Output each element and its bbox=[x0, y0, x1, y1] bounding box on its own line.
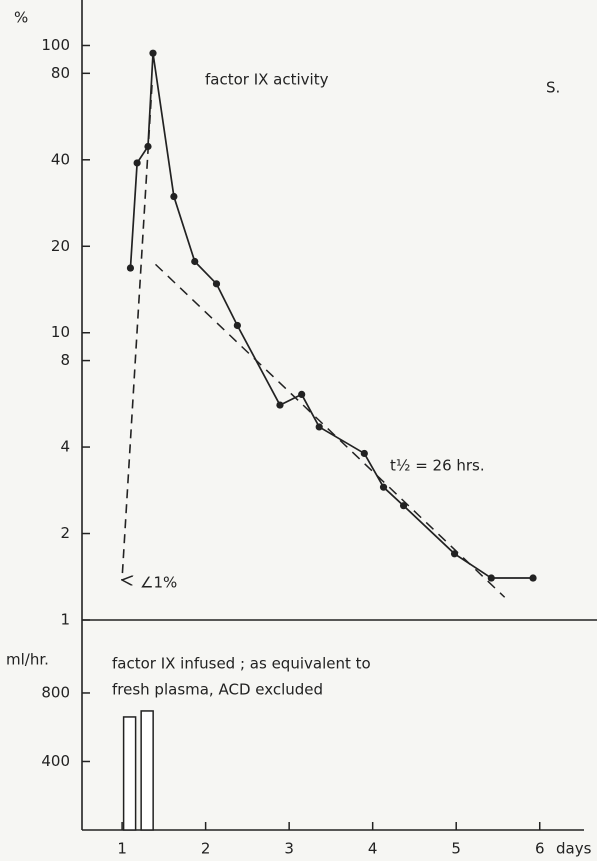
chart-title: factor IX activity bbox=[205, 71, 329, 89]
x-label: days bbox=[556, 840, 592, 858]
data-point bbox=[379, 483, 388, 491]
y-tick-label: 400 bbox=[41, 752, 70, 770]
bar bbox=[122, 716, 137, 831]
data-point bbox=[360, 449, 368, 458]
annotation: fresh plasma, ACD excluded bbox=[112, 681, 323, 699]
arrow bbox=[122, 84, 153, 580]
data-point bbox=[191, 257, 199, 266]
y-tick-label: 2 bbox=[60, 524, 70, 542]
data-point bbox=[529, 574, 537, 582]
x-tick-label: 6 bbox=[535, 840, 545, 858]
data-point bbox=[126, 264, 135, 272]
y-tick-label: 4 bbox=[60, 438, 70, 456]
x-tick-label: 2 bbox=[201, 840, 211, 858]
data-point bbox=[149, 49, 157, 57]
x-tick-label: 4 bbox=[368, 840, 378, 858]
y-label: ml/hr. bbox=[6, 651, 49, 669]
y-tick-label: 800 bbox=[41, 683, 70, 701]
data-point bbox=[487, 574, 495, 582]
data-point bbox=[315, 423, 323, 431]
y-tick-label: 8 bbox=[60, 351, 70, 369]
x-tick-label: 5 bbox=[451, 840, 461, 858]
y-label: % bbox=[14, 9, 28, 27]
annotation: factor IX infused ; as equivalent to bbox=[112, 655, 371, 673]
data-point bbox=[170, 192, 178, 201]
bar bbox=[140, 710, 154, 831]
x-tick-label: 1 bbox=[117, 840, 127, 858]
y-tick-label: 1 bbox=[60, 611, 70, 629]
data-point bbox=[144, 142, 152, 151]
data-point bbox=[133, 159, 141, 167]
y-tick-label: 80 bbox=[51, 64, 70, 82]
y-tick-label: 100 bbox=[41, 36, 70, 54]
data-point bbox=[298, 390, 306, 399]
data-point bbox=[233, 321, 241, 330]
trend-line bbox=[154, 263, 506, 598]
data-point bbox=[212, 280, 221, 288]
data-point bbox=[399, 502, 408, 510]
annotation: ∠1% bbox=[140, 574, 177, 592]
y-tick-label: 40 bbox=[51, 150, 70, 168]
annotation: t½ = 26 hrs. bbox=[390, 457, 485, 475]
data-point bbox=[276, 401, 284, 409]
annotation: S. bbox=[546, 79, 560, 97]
data-point bbox=[450, 550, 459, 558]
y-tick-label: 10 bbox=[51, 323, 70, 341]
x-tick-label: 3 bbox=[284, 840, 294, 858]
y-tick-label: 20 bbox=[51, 237, 70, 255]
